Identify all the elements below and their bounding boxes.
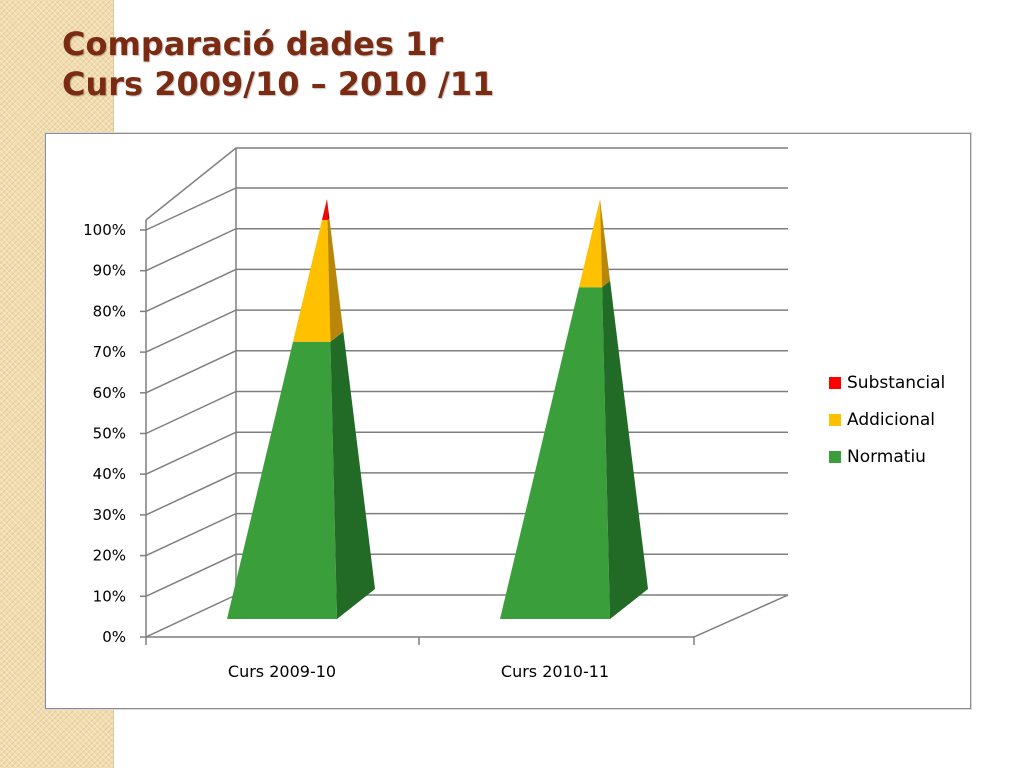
y-tick-label: 0%: [102, 628, 126, 646]
y-tick-label: 30%: [93, 506, 126, 524]
gridline: [145, 472, 788, 516]
legend-swatch-substancial: [829, 377, 841, 389]
y-tick-label: 40%: [93, 465, 126, 483]
y-tick-label: 10%: [93, 587, 126, 605]
gridline: [145, 187, 788, 231]
pyramid-front-normatiu: [500, 287, 610, 619]
pyramid-side-normatiu: [602, 280, 648, 619]
legend-label-addicional: Addicional: [847, 410, 935, 430]
y-tick-label: 80%: [93, 302, 126, 320]
gridline: [145, 350, 788, 394]
chart-axes: [140, 220, 695, 645]
slide-title-line2: Curs 2009/10 – 2010 /11: [62, 65, 495, 103]
chart-gridlines: [145, 147, 788, 597]
y-tick-label: 90%: [93, 262, 126, 280]
legend-swatch-normatiu: [829, 451, 841, 463]
x-category-label: Curs 2010-11: [501, 662, 609, 681]
legend-label-substancial: Substancial: [847, 373, 945, 393]
gridline: [145, 512, 788, 557]
pyramid-front-normatiu: [227, 341, 337, 619]
pyramid-front-addicional: [293, 220, 331, 342]
gridline: [145, 268, 788, 313]
y-tick-label: 100%: [83, 221, 126, 239]
y-tick-label: 50%: [93, 425, 126, 443]
pyramid-side-addicional: [600, 199, 611, 288]
pyramid-side-addicional: [327, 218, 344, 342]
pyramid-side-substancial: [327, 199, 330, 220]
chart-pyramids: [227, 199, 648, 619]
pyramid-side-normatiu: [330, 331, 375, 619]
gridline: [145, 390, 788, 435]
gridline: [145, 431, 788, 475]
gridline: [145, 227, 788, 272]
chart-legend: Substancial Addicional Normatiu: [829, 373, 945, 467]
legend-swatch-addicional: [829, 414, 841, 426]
pyramid-front-substancial: [322, 199, 328, 220]
gridline: [145, 309, 788, 353]
x-category-label: Curs 2009-10: [228, 662, 336, 681]
legend-label-normatiu: Normatiu: [847, 447, 926, 467]
y-tick-label: 20%: [93, 547, 126, 565]
y-tick-labels: 0% 10% 20% 30% 40% 50% 60% 70% 80% 90% 100%: [83, 221, 126, 646]
category-labels: Curs 2009-10 Curs 2010-11: [228, 662, 609, 681]
gridline-top: [145, 147, 788, 221]
slide-title-line1: Comparació dades 1r: [62, 25, 444, 63]
pyramid-front-addicional: [579, 199, 603, 288]
y-tick-label: 70%: [93, 343, 126, 361]
y-tick-label: 60%: [93, 384, 126, 402]
slide-title: Comparació dades 1r Curs 2009/10 – 2010 …: [62, 24, 494, 104]
